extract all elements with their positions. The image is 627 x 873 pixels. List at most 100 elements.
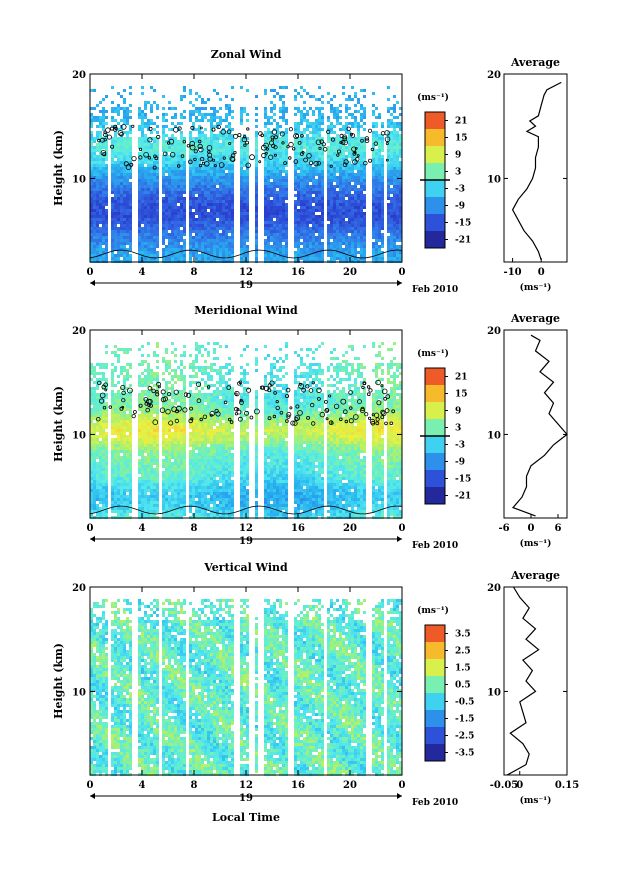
average-line bbox=[511, 81, 562, 261]
date-bar-arrow-right bbox=[397, 536, 402, 542]
heatmap-cells bbox=[90, 342, 402, 519]
heatmap-cells bbox=[90, 86, 402, 263]
x-tick-label: 16 bbox=[291, 780, 305, 791]
x-tick-label: 8 bbox=[191, 523, 198, 534]
colorbar-segment bbox=[425, 676, 445, 694]
colorbar-label: 21 bbox=[455, 117, 468, 127]
colorbar-segment bbox=[425, 744, 445, 762]
average-line bbox=[506, 586, 540, 776]
y-tick-label: 20 bbox=[72, 583, 86, 594]
colorbar: 21 15 9 3 -3 -9 -15 -21 (ms⁻¹) bbox=[417, 92, 471, 249]
colorbar-segment bbox=[425, 727, 445, 745]
colorbar-segment bbox=[425, 710, 445, 728]
colorbar-segment bbox=[425, 231, 445, 249]
colorbar-label: -15 bbox=[455, 219, 471, 229]
x-tick-label: 4 bbox=[139, 780, 146, 791]
average-x-tick-label: 6 bbox=[555, 523, 562, 534]
colorbar-unit: (ms⁻¹) bbox=[417, 348, 449, 359]
y-axis-label: Height (km) bbox=[52, 643, 65, 719]
colorbar-unit: (ms⁻¹) bbox=[417, 605, 449, 616]
average-y-tick-label: 20 bbox=[487, 326, 501, 337]
average-frame bbox=[503, 586, 568, 776]
y-axis-label: Height (km) bbox=[52, 130, 65, 206]
colorbar-segment bbox=[425, 470, 445, 488]
panel-0: Zonal Wind 0 4 8 12 16 20 0 10 20 Height (km) 19 Feb… bbox=[52, 48, 568, 295]
colorbar-segment bbox=[425, 659, 445, 677]
y-tick-label: 10 bbox=[72, 174, 86, 185]
date-bar-arrow-left bbox=[90, 280, 95, 286]
colorbar-label: 9 bbox=[455, 151, 461, 161]
colorbar-label: 9 bbox=[455, 407, 461, 417]
y-tick-label: 10 bbox=[72, 687, 86, 698]
colorbar-label: -3.5 bbox=[455, 749, 474, 759]
x-tick-label: 0 bbox=[87, 523, 94, 534]
x-tick-label: 20 bbox=[343, 780, 357, 791]
day-label: 19 bbox=[239, 280, 253, 291]
average-x-tick-label: 0 bbox=[516, 780, 523, 791]
colorbar-segment bbox=[425, 642, 445, 660]
colorbar-segment bbox=[425, 129, 445, 147]
x-tick-label: 12 bbox=[239, 523, 253, 534]
x-tick-label: 8 bbox=[191, 780, 198, 791]
panel-1: Meridional Wind 0 4 8 12 16 20 0 10 20 Height (km)… bbox=[52, 304, 568, 551]
day-label: 19 bbox=[239, 793, 253, 804]
x-tick-label: 20 bbox=[343, 523, 357, 534]
colorbar-segment bbox=[425, 112, 445, 130]
colorbar-label: 3.5 bbox=[455, 630, 471, 640]
contour-lines bbox=[89, 379, 403, 515]
date-bar-arrow-right bbox=[397, 280, 402, 286]
colorbar-segment bbox=[425, 214, 445, 232]
average-y-tick-label: 10 bbox=[487, 687, 501, 698]
average-x-tick-label: -6 bbox=[498, 523, 509, 534]
colorbar-segment bbox=[425, 402, 445, 420]
colorbar-segment bbox=[425, 180, 445, 198]
x-tick-label: 16 bbox=[291, 523, 305, 534]
colorbar-label: -15 bbox=[455, 475, 471, 485]
average-y-tick-label: 20 bbox=[487, 70, 501, 81]
colorbar-label: 3 bbox=[455, 168, 461, 178]
average-title: Average bbox=[510, 312, 560, 325]
colorbar-label: -1.5 bbox=[455, 715, 474, 725]
colorbar-segment bbox=[425, 436, 445, 454]
average-x-tick-label: 0 bbox=[538, 267, 545, 278]
panel-title: Zonal Wind bbox=[211, 48, 282, 61]
colorbar-segment bbox=[425, 197, 445, 215]
x-tick-label: 0 bbox=[87, 780, 94, 791]
day-label: 19 bbox=[239, 536, 253, 547]
average-frame bbox=[503, 329, 568, 519]
panel-2: Vertical Wind 0 4 8 12 16 20 0 10 20 Height (km) 19… bbox=[52, 561, 579, 824]
colorbar-unit: (ms⁻¹) bbox=[417, 92, 449, 103]
heatmap-cells bbox=[90, 599, 402, 776]
average-profile: Average 10 20 -0.050 0.15(ms⁻¹) bbox=[487, 569, 579, 806]
average-y-tick-label: 10 bbox=[487, 174, 501, 185]
date-bar-arrow-left bbox=[90, 536, 95, 542]
y-axis-label: Height (km) bbox=[52, 386, 65, 462]
colorbar-label: 3 bbox=[455, 424, 461, 434]
colorbar-label: 15 bbox=[455, 390, 468, 400]
colorbar-label: -9 bbox=[455, 202, 465, 212]
x-tick-label: 0 bbox=[399, 267, 406, 278]
average-y-tick-label: 20 bbox=[487, 583, 501, 594]
x-tick-label: 4 bbox=[139, 523, 146, 534]
date-label: Feb 2010 bbox=[412, 798, 458, 808]
average-x-tick-label: -10 bbox=[504, 267, 522, 278]
colorbar-frame bbox=[424, 624, 446, 762]
colorbar: 3.5 2.5 1.5 0.5 -0.5 -1.5 -2.5 -3.5 (ms⁻¹) bbox=[417, 605, 474, 762]
average-title: Average bbox=[510, 56, 560, 69]
colorbar-label: 2.5 bbox=[455, 647, 471, 657]
average-line bbox=[511, 334, 568, 517]
colorbar-segment bbox=[425, 163, 445, 181]
colorbar: 21 15 9 3 -3 -9 -15 -21 (ms⁻¹) bbox=[417, 348, 471, 505]
x-tick-label: 0 bbox=[399, 780, 406, 791]
colorbar-label: -2.5 bbox=[455, 732, 474, 742]
colorbar-label: -0.5 bbox=[455, 698, 474, 708]
colorbar-label: 21 bbox=[455, 373, 468, 383]
date-bar-arrow-left bbox=[90, 793, 95, 799]
average-xlabel: (ms⁻¹) bbox=[520, 538, 552, 549]
average-x-tick-label: 0.15 bbox=[555, 780, 579, 791]
panel-title: Vertical Wind bbox=[203, 561, 288, 574]
y-tick-label: 20 bbox=[72, 70, 86, 81]
colorbar-segment bbox=[425, 487, 445, 505]
x-tick-label: 4 bbox=[139, 267, 146, 278]
